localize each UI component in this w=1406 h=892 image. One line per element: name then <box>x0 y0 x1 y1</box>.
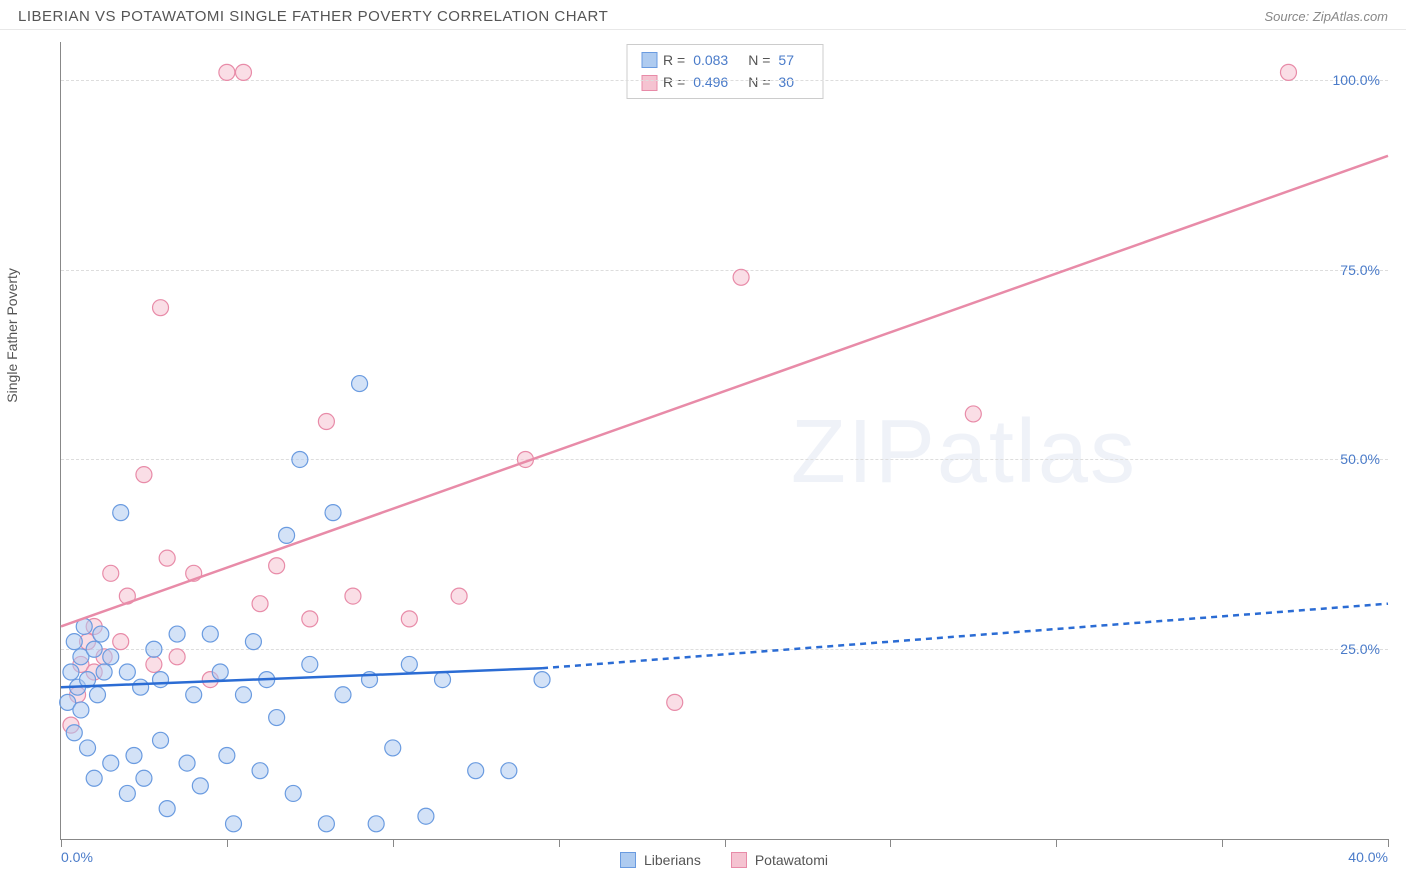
data-point <box>368 816 384 832</box>
data-point <box>159 550 175 566</box>
trend-line <box>61 156 1388 627</box>
data-point <box>212 664 228 680</box>
y-tick-label: 25.0% <box>1340 641 1380 657</box>
source-attribution: Source: ZipAtlas.com <box>1264 9 1388 24</box>
x-tick <box>1388 839 1389 847</box>
data-point <box>86 770 102 786</box>
data-point <box>418 808 434 824</box>
legend-label-potawatomi: Potawatomi <box>755 852 828 868</box>
x-tick <box>227 839 228 847</box>
data-point <box>302 611 318 627</box>
data-point <box>269 558 285 574</box>
data-point <box>113 505 129 521</box>
data-point <box>468 763 484 779</box>
data-point <box>501 763 517 779</box>
data-point <box>153 672 169 688</box>
data-point <box>103 565 119 581</box>
data-point <box>302 656 318 672</box>
data-point <box>345 588 361 604</box>
data-point <box>401 611 417 627</box>
x-tick <box>890 839 891 847</box>
data-point <box>146 641 162 657</box>
data-point <box>96 664 112 680</box>
scatter-svg <box>61 42 1388 839</box>
data-point <box>352 376 368 392</box>
data-point <box>186 687 202 703</box>
data-point <box>318 816 334 832</box>
x-tick <box>393 839 394 847</box>
trend-line <box>542 604 1388 669</box>
data-point <box>219 748 235 764</box>
x-tick <box>1222 839 1223 847</box>
legend-item-potawatomi: Potawatomi <box>731 852 828 868</box>
data-point <box>318 414 334 430</box>
data-point <box>136 467 152 483</box>
data-point <box>202 626 218 642</box>
data-point <box>66 725 82 741</box>
data-point <box>252 763 268 779</box>
x-tick <box>61 839 62 847</box>
data-point <box>146 656 162 672</box>
data-point <box>252 596 268 612</box>
data-point <box>89 687 105 703</box>
data-point <box>103 649 119 665</box>
data-point <box>279 527 295 543</box>
data-point <box>385 740 401 756</box>
data-point <box>133 679 149 695</box>
legend-label-liberians: Liberians <box>644 852 701 868</box>
data-point <box>245 634 261 650</box>
swatch-liberians-icon <box>620 852 636 868</box>
data-point <box>119 664 135 680</box>
data-point <box>965 406 981 422</box>
data-point <box>153 732 169 748</box>
data-point <box>335 687 351 703</box>
data-point <box>292 451 308 467</box>
data-point <box>136 770 152 786</box>
data-point <box>534 672 550 688</box>
data-point <box>126 748 142 764</box>
legend-item-liberians: Liberians <box>620 852 701 868</box>
data-point <box>226 816 242 832</box>
data-point <box>219 64 235 80</box>
data-point <box>80 740 96 756</box>
data-point <box>401 656 417 672</box>
chart-container: Single Father Poverty ZIPatlas R = 0.083… <box>18 42 1388 882</box>
y-tick-label: 50.0% <box>1340 451 1380 467</box>
data-point <box>285 785 301 801</box>
series-legend: Liberians Potawatomi <box>60 852 1388 868</box>
data-point <box>169 626 185 642</box>
data-point <box>93 626 109 642</box>
x-tick <box>1056 839 1057 847</box>
swatch-potawatomi-icon <box>731 852 747 868</box>
data-point <box>169 649 185 665</box>
data-point <box>86 641 102 657</box>
x-tick <box>725 839 726 847</box>
x-tick <box>559 839 560 847</box>
data-point <box>113 634 129 650</box>
data-point <box>667 694 683 710</box>
data-point <box>325 505 341 521</box>
data-point <box>119 785 135 801</box>
data-point <box>235 64 251 80</box>
data-point <box>153 300 169 316</box>
data-point <box>103 755 119 771</box>
data-point <box>435 672 451 688</box>
data-point <box>159 801 175 817</box>
chart-title: LIBERIAN VS POTAWATOMI SINGLE FATHER POV… <box>18 8 608 25</box>
data-point <box>179 755 195 771</box>
y-axis-label: Single Father Poverty <box>4 268 20 403</box>
data-point <box>235 687 251 703</box>
data-point <box>192 778 208 794</box>
data-point <box>269 710 285 726</box>
data-point <box>1280 64 1296 80</box>
data-point <box>73 702 89 718</box>
y-tick-label: 100.0% <box>1333 72 1380 88</box>
data-point <box>66 634 82 650</box>
y-tick-label: 75.0% <box>1340 262 1380 278</box>
data-point <box>63 664 79 680</box>
data-point <box>451 588 467 604</box>
data-point <box>733 269 749 285</box>
plot-area: ZIPatlas R = 0.083 N = 57 R = 0.496 N = … <box>60 42 1388 840</box>
